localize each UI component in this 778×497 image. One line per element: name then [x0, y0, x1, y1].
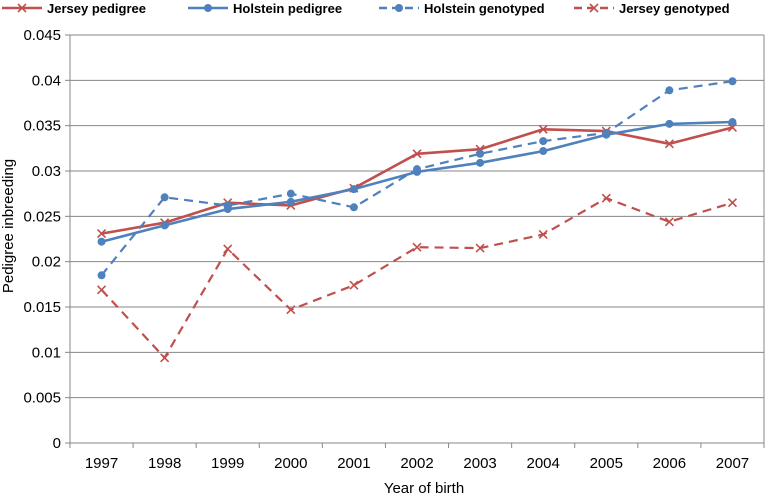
x-tick-label: 1999 — [211, 455, 244, 472]
legend-label: Holstein pedigree — [233, 1, 342, 16]
x-tick-label: 2004 — [526, 455, 559, 472]
x-tick-labels: 1997 1998 1999 2000 2001 2002 2003 2004 2005 2006… — [85, 455, 749, 472]
y-tick-label: 0.015 — [23, 299, 61, 316]
data-point — [665, 119, 674, 128]
y-tick-label: 0.025 — [23, 208, 61, 225]
data-point — [665, 86, 674, 95]
y-tick-label: 0.03 — [32, 163, 61, 180]
marker-x-stroke — [538, 124, 548, 134]
y-tick-label: 0.045 — [23, 27, 61, 44]
marker-x-stroke — [664, 139, 674, 149]
data-point — [97, 237, 106, 246]
data-point — [539, 147, 548, 156]
data-point — [412, 242, 422, 252]
x-tick-label: 1998 — [148, 455, 181, 472]
marker-x-stroke — [589, 3, 599, 13]
marker-x-stroke — [96, 228, 107, 239]
legend-item-holstein-pedigree: Holstein pedigree — [188, 1, 342, 16]
data-point — [97, 271, 106, 280]
y-tick-label: 0.04 — [32, 72, 61, 89]
legend: Jersey pedigree Holstein pedigree Holstein… — [2, 1, 730, 16]
data-point — [727, 198, 738, 208]
data-point — [96, 285, 107, 295]
legend-label: Jersey genotyped — [619, 1, 730, 16]
legend-item-jersey-pedigree: Jersey pedigree — [2, 1, 146, 16]
marker-x-stroke — [223, 244, 233, 254]
marker-x-stroke — [538, 229, 548, 240]
x-tick-label: 2007 — [716, 455, 749, 472]
data-point — [728, 118, 737, 127]
y-tick-label: 0.01 — [32, 344, 61, 361]
marker-x-stroke — [727, 198, 738, 208]
data-point — [664, 139, 674, 149]
data-point — [349, 280, 359, 290]
marker-x-stroke — [349, 280, 359, 290]
data-point — [664, 217, 674, 227]
series-line — [100, 197, 733, 359]
data-point — [476, 149, 485, 158]
marker-x-stroke — [475, 243, 485, 253]
data-point — [538, 124, 548, 134]
data-point — [160, 221, 169, 230]
data-point — [602, 128, 611, 137]
x-tick-label: 1997 — [85, 455, 118, 472]
data-point — [223, 201, 232, 210]
data-point — [160, 193, 169, 202]
marker-x-stroke — [17, 3, 27, 13]
data-point — [160, 353, 170, 363]
data-point — [476, 158, 485, 167]
marker-x-stroke — [96, 285, 107, 295]
y-tick-label: 0.005 — [23, 390, 61, 407]
data-point — [413, 165, 421, 174]
x-tick-label: 2006 — [653, 455, 686, 472]
legend-swatch-marker — [17, 3, 27, 13]
marker-x-stroke — [664, 217, 674, 227]
data-point — [475, 243, 485, 253]
data-point — [728, 77, 737, 86]
x-tick-label: 2001 — [337, 455, 370, 472]
legend-label: Holstein genotyped — [424, 1, 545, 16]
data-point — [349, 185, 358, 194]
series-jersey-genotyped — [96, 193, 738, 363]
marker-x-stroke — [601, 193, 611, 203]
series-jersey-pedigree — [96, 122, 738, 239]
legend-item-holstein-genotyped: Holstein genotyped — [379, 1, 545, 16]
series-group — [96, 77, 738, 363]
legend-swatch-marker — [589, 3, 599, 13]
marker-x-stroke — [412, 149, 422, 159]
legend-label: Jersey pedigree — [47, 1, 146, 16]
data-point — [412, 149, 422, 159]
data-point — [286, 305, 296, 315]
data-point — [223, 244, 233, 254]
y-tick-labels: 0 0.005 0.01 0.015 0.02 0.025 0.03 0.035 0.04 0.0… — [23, 27, 61, 452]
x-axis-title: Year of birth — [384, 480, 464, 497]
legend-swatch-marker — [395, 4, 403, 12]
data-point — [601, 193, 611, 203]
x-tick-label: 2002 — [400, 455, 433, 472]
x-tick-label: 2003 — [463, 455, 496, 472]
series-line — [101, 120, 733, 243]
data-point — [349, 203, 358, 212]
data-point — [96, 228, 107, 239]
data-point — [538, 229, 548, 240]
marker-x-stroke — [286, 305, 296, 315]
legend-item-jersey-genotyped: Jersey genotyped — [574, 1, 730, 16]
data-point — [286, 197, 295, 206]
marker-x-stroke — [160, 353, 170, 363]
x-tick-label: 2000 — [274, 455, 307, 472]
y-tick-label: 0 — [53, 435, 61, 452]
marker-x-stroke — [412, 242, 422, 252]
x-tick-label: 2005 — [590, 455, 623, 472]
data-point — [539, 137, 548, 146]
y-tick-label: 0.02 — [32, 254, 61, 271]
legend-swatch-marker — [204, 4, 212, 12]
y-axis-title: Pedigree inbreeding — [0, 159, 17, 293]
data-point — [286, 189, 295, 198]
axes — [65, 34, 765, 448]
y-tick-label: 0.035 — [23, 118, 61, 135]
series-holstein-genotyped — [97, 77, 737, 280]
